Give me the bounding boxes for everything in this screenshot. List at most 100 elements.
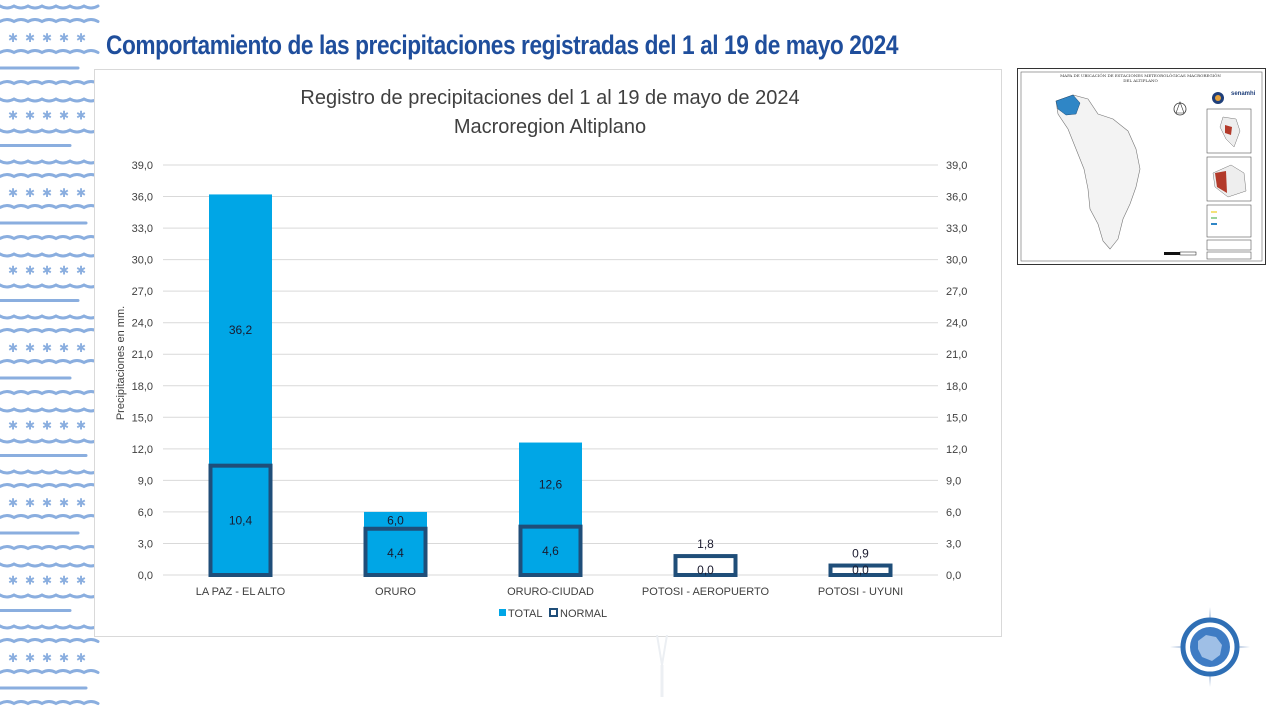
y2-tick-label: 6,0	[946, 507, 961, 519]
x-category-label: POTOSI - UYUNI	[818, 586, 903, 598]
chart-subtitle: Macroregion Altiplano	[454, 116, 646, 138]
normal-data-label: 0,9	[852, 547, 869, 561]
legend-swatch-normal	[549, 608, 558, 617]
y-tick-label: 21,0	[132, 349, 153, 361]
svg-text:✱: ✱	[76, 264, 86, 278]
svg-text:✱: ✱	[76, 496, 86, 510]
y2-tick-label: 36,0	[946, 192, 967, 204]
chart-frame: Registro de precipitaciones del 1 al 19 …	[94, 69, 1002, 637]
y-tick-label: 36,0	[132, 192, 153, 204]
total-bar	[519, 442, 582, 575]
total-data-label: 0,0	[697, 563, 714, 577]
total-data-label: 6,0	[387, 513, 404, 527]
svg-text:✱: ✱	[42, 186, 52, 200]
y-tick-label: 9,0	[138, 475, 153, 487]
normal-data-label: 4,6	[542, 544, 559, 558]
y2-tick-label: 30,0	[946, 255, 967, 267]
normal-data-label: 4,4	[387, 546, 404, 560]
normal-bar	[828, 563, 893, 577]
slide-title: Comportamiento de las precipitaciones re…	[106, 30, 899, 60]
legend-swatch-total	[499, 609, 506, 616]
y2-tick-label: 0,0	[946, 570, 961, 582]
normal-bar	[363, 526, 428, 577]
y-tick-label: 24,0	[132, 318, 153, 330]
watermark-mark	[656, 635, 668, 697]
y2-tick-label: 9,0	[946, 475, 961, 487]
y-axis-label: Precipitaciones en mm.	[115, 306, 127, 420]
svg-text:✱: ✱	[42, 574, 52, 588]
svg-text:✱: ✱	[25, 651, 35, 665]
y-tick-label: 12,0	[132, 444, 153, 456]
svg-text:✱: ✱	[76, 186, 86, 200]
y2-tick-label: 27,0	[946, 286, 967, 298]
x-category-label: ORURO	[375, 586, 416, 598]
compass-emblem-icon	[1170, 607, 1250, 687]
svg-text:✱: ✱	[8, 651, 18, 665]
precipitation-bar-chart: Registro de precipitaciones del 1 al 19 …	[115, 87, 967, 620]
svg-text:✱: ✱	[25, 186, 35, 200]
svg-text:✱: ✱	[8, 31, 18, 45]
y-tick-label: 0,0	[138, 570, 153, 582]
svg-text:✱: ✱	[59, 651, 69, 665]
y-tick-label: 33,0	[132, 223, 153, 235]
svg-text:✱: ✱	[25, 419, 35, 433]
x-category-label: POTOSI - AEROPUERTO	[642, 586, 770, 598]
svg-text:✱: ✱	[42, 496, 52, 510]
svg-text:✱: ✱	[59, 496, 69, 510]
x-category-label: LA PAZ - EL ALTO	[196, 586, 286, 598]
svg-text:✱: ✱	[42, 419, 52, 433]
svg-text:✱: ✱	[8, 574, 18, 588]
map-graphic	[1020, 71, 1263, 262]
total-bar	[209, 194, 272, 575]
normal-data-label: 1,8	[697, 537, 714, 551]
svg-text:✱: ✱	[59, 264, 69, 278]
svg-text:✱: ✱	[76, 109, 86, 123]
svg-text:✱: ✱	[25, 264, 35, 278]
svg-text:✱: ✱	[76, 651, 86, 665]
total-data-label: 12,6	[539, 478, 563, 492]
svg-text:✱: ✱	[25, 31, 35, 45]
y2-tick-label: 33,0	[946, 223, 967, 235]
x-category-label: ORURO-CIUDAD	[507, 586, 594, 598]
svg-text:✱: ✱	[42, 31, 52, 45]
svg-text:✱: ✱	[8, 341, 18, 355]
y-tick-label: 6,0	[138, 507, 153, 519]
svg-text:✱: ✱	[8, 419, 18, 433]
svg-text:✱: ✱	[59, 109, 69, 123]
y-tick-label: 30,0	[132, 255, 153, 267]
normal-data-label: 10,4	[229, 513, 253, 527]
y-tick-label: 39,0	[132, 160, 153, 172]
y2-tick-label: 12,0	[946, 444, 967, 456]
total-data-label: 0,0	[852, 563, 869, 577]
svg-text:✱: ✱	[8, 186, 18, 200]
svg-text:✱: ✱	[25, 341, 35, 355]
svg-text:✱: ✱	[76, 31, 86, 45]
svg-text:✱: ✱	[25, 574, 35, 588]
y-tick-label: 15,0	[132, 412, 153, 424]
y-tick-label: 18,0	[132, 381, 153, 393]
normal-bar	[673, 554, 738, 578]
location-map-thumbnail: MAPA DE UBICACIÓN DE ESTACIONES METEOROL…	[1017, 68, 1266, 265]
y2-tick-label: 18,0	[946, 381, 967, 393]
y-tick-label: 27,0	[132, 286, 153, 298]
svg-text:✱: ✱	[59, 31, 69, 45]
y2-tick-label: 24,0	[946, 318, 967, 330]
svg-text:✱: ✱	[25, 109, 35, 123]
normal-bar	[518, 524, 583, 577]
svg-text:✱: ✱	[59, 186, 69, 200]
svg-text:✱: ✱	[42, 651, 52, 665]
map-title: MAPA DE UBICACIÓN DE ESTACIONES METEOROL…	[1060, 73, 1221, 83]
decorative-wave-pattern: ✱ ✱ ✱ ✱ ✱ ✱ ✱ ✱ ✱ ✱ ✱ ✱ ✱ ✱ ✱ ✱ ✱ ✱ ✱ ✱ ✱ ✱ ✱ ✱ ✱ ✱ ✱ ✱ ✱ ✱ ✱ ✱ ✱ ✱ ✱ ✱ ✱ ✱ ✱ ✱…	[0, 4, 100, 706]
svg-text:✱: ✱	[25, 496, 35, 510]
svg-text:✱: ✱	[59, 574, 69, 588]
svg-text:✱: ✱	[76, 419, 86, 433]
legend-label-total: TOTAL	[508, 608, 542, 620]
total-data-label: 36,2	[229, 323, 253, 337]
svg-text:✱: ✱	[76, 574, 86, 588]
y2-tick-label: 3,0	[946, 538, 961, 550]
chart-title: Registro de precipitaciones del 1 al 19 …	[300, 87, 799, 109]
y2-tick-label: 15,0	[946, 412, 967, 424]
svg-text:✱: ✱	[76, 341, 86, 355]
svg-text:✱: ✱	[59, 341, 69, 355]
map-brand-label: senamhi	[1231, 91, 1256, 97]
